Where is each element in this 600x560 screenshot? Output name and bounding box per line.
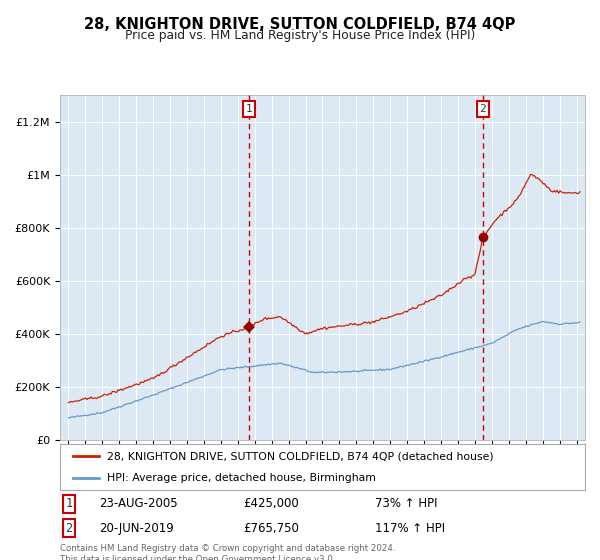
Text: 23-AUG-2005: 23-AUG-2005 <box>100 497 178 510</box>
Text: 117% ↑ HPI: 117% ↑ HPI <box>375 521 445 535</box>
Text: £765,750: £765,750 <box>244 521 299 535</box>
Text: 2: 2 <box>65 521 73 535</box>
Text: 73% ↑ HPI: 73% ↑ HPI <box>375 497 437 510</box>
Text: 20-JUN-2019: 20-JUN-2019 <box>100 521 174 535</box>
Text: 1: 1 <box>65 497 73 510</box>
Text: Contains HM Land Registry data © Crown copyright and database right 2024.
This d: Contains HM Land Registry data © Crown c… <box>60 544 395 560</box>
Text: Price paid vs. HM Land Registry's House Price Index (HPI): Price paid vs. HM Land Registry's House … <box>125 29 475 42</box>
Text: HPI: Average price, detached house, Birmingham: HPI: Average price, detached house, Birm… <box>107 473 376 483</box>
Text: £425,000: £425,000 <box>244 497 299 510</box>
Text: 1: 1 <box>245 104 252 114</box>
Text: 28, KNIGHTON DRIVE, SUTTON COLDFIELD, B74 4QP: 28, KNIGHTON DRIVE, SUTTON COLDFIELD, B7… <box>85 17 515 32</box>
Text: 2: 2 <box>479 104 486 114</box>
Text: 28, KNIGHTON DRIVE, SUTTON COLDFIELD, B74 4QP (detached house): 28, KNIGHTON DRIVE, SUTTON COLDFIELD, B7… <box>107 451 494 461</box>
